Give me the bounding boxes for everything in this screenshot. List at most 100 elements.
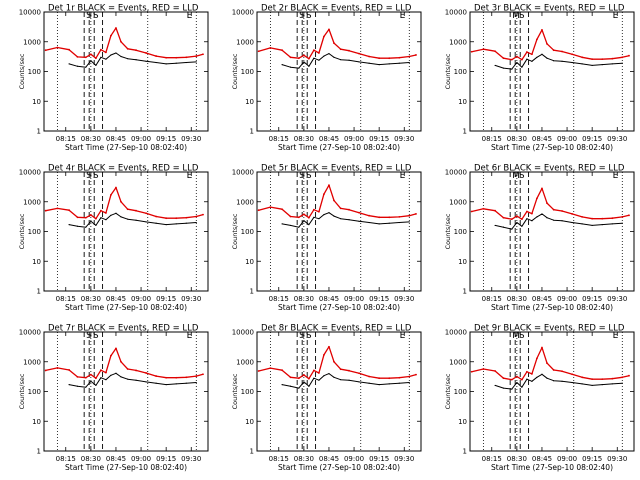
data-point-lld xyxy=(591,58,594,61)
data-point-lld xyxy=(541,187,543,190)
data-point-events xyxy=(408,221,410,223)
x-tick-label: 08:30 xyxy=(294,455,314,463)
panel-title: Det 5r BLACK = Events, RED = LLD xyxy=(261,164,412,174)
data-point-events xyxy=(536,56,538,58)
y-tick-label: 100 xyxy=(454,228,467,236)
data-point-lld xyxy=(89,373,92,376)
y-tick-label: 100 xyxy=(28,388,41,396)
data-point-lld xyxy=(312,208,315,211)
data-point-lld xyxy=(561,210,563,212)
data-point-lld xyxy=(348,208,350,211)
data-point-events xyxy=(76,225,79,227)
data-point-lld xyxy=(515,55,518,58)
data-point-events xyxy=(553,219,555,221)
data-point-events xyxy=(494,64,496,67)
data-point-events xyxy=(494,384,496,387)
flare-marker-S: S xyxy=(306,171,312,181)
data-point-lld xyxy=(510,378,513,381)
data-point-lld xyxy=(99,209,102,212)
data-point-events xyxy=(298,387,300,389)
data-point-events xyxy=(165,224,167,226)
data-point-events xyxy=(561,380,563,382)
data-point-lld xyxy=(368,55,371,58)
panel-title: Det 7r BLACK = Events, RED = LLD xyxy=(48,324,199,334)
data-point-events xyxy=(526,218,528,220)
data-point-events xyxy=(105,58,107,60)
data-point-lld xyxy=(56,46,59,49)
data-point-events xyxy=(195,61,197,63)
y-tick-label: 10000 xyxy=(232,329,254,337)
y-tick-label: 100 xyxy=(28,68,41,76)
data-point-events xyxy=(100,377,102,379)
data-point-events xyxy=(281,223,283,225)
data-point-events xyxy=(185,382,187,384)
data-point-lld xyxy=(581,56,584,59)
data-point-events xyxy=(531,380,533,382)
data-point-events xyxy=(328,212,330,214)
flare-marker-M: M xyxy=(512,11,520,21)
series-line-lld xyxy=(258,346,417,380)
data-point-lld xyxy=(525,370,528,373)
data-point-events xyxy=(378,384,380,386)
data-point-events xyxy=(553,60,555,62)
flare-marker-S: S xyxy=(519,171,525,181)
x-tick-label: 08:15 xyxy=(482,455,502,463)
y-tick-label: 1 xyxy=(463,448,467,456)
flare-marker-E: E xyxy=(187,171,193,181)
data-point-lld xyxy=(289,56,292,59)
y-tick-label: 10 xyxy=(458,258,467,266)
y-tick-label: 1000 xyxy=(449,38,467,46)
y-axis-label: Counts/sec xyxy=(231,373,239,409)
data-point-lld xyxy=(333,199,335,202)
data-point-lld xyxy=(482,48,485,51)
data-point-lld xyxy=(348,369,350,372)
panel-title: Det 2r BLACK = Events, RED = LLD xyxy=(261,4,412,14)
x-axis-label: Start Time (27-Sep-10 08:02:40) xyxy=(65,463,187,472)
data-point-lld xyxy=(302,54,305,57)
data-point-lld xyxy=(44,369,47,372)
data-point-events xyxy=(521,386,523,388)
data-point-events xyxy=(95,224,97,227)
data-point-events xyxy=(323,375,325,377)
x-tick-label: 09:15 xyxy=(369,295,389,303)
data-point-lld xyxy=(571,53,573,56)
y-tick-label: 10 xyxy=(245,258,254,266)
y-tick-label: 1 xyxy=(37,128,41,136)
y-tick-label: 100 xyxy=(241,228,254,236)
y-tick-label: 10 xyxy=(458,418,467,426)
flare-marker-E: E xyxy=(613,171,619,181)
flare-marker-E: E xyxy=(400,331,406,341)
series-line-lld xyxy=(258,184,417,219)
data-point-events xyxy=(333,215,335,217)
data-point-lld xyxy=(328,184,330,187)
plot-frame xyxy=(256,331,422,452)
data-point-lld xyxy=(175,56,178,59)
x-axis-label: Start Time (27-Sep-10 08:02:40) xyxy=(278,463,400,472)
data-point-lld xyxy=(368,214,371,217)
data-point-lld xyxy=(257,209,260,212)
data-point-lld xyxy=(126,208,129,211)
x-tick-label: 09:30 xyxy=(394,135,414,143)
data-point-lld xyxy=(358,52,360,55)
data-point-events xyxy=(502,226,505,228)
y-tick-label: 10 xyxy=(458,98,467,106)
data-point-lld xyxy=(621,56,624,59)
y-tick-label: 10 xyxy=(245,98,254,106)
y-tick-label: 10000 xyxy=(19,9,41,17)
y-axis-label: Counts/sec xyxy=(444,53,452,89)
data-point-events xyxy=(358,61,360,63)
data-point-events xyxy=(68,384,70,386)
plot-frame xyxy=(43,11,209,132)
data-point-events xyxy=(195,381,197,384)
y-tick-label: 10000 xyxy=(19,169,41,177)
data-point-events xyxy=(313,216,315,218)
x-tick-label: 09:30 xyxy=(607,135,627,143)
data-point-lld xyxy=(257,370,260,372)
data-point-events xyxy=(348,219,350,221)
data-point-lld xyxy=(44,49,47,52)
y-tick-label: 100 xyxy=(454,388,467,396)
data-point-events xyxy=(95,64,97,67)
data-point-lld xyxy=(525,210,528,213)
flare-marker-S: S xyxy=(519,331,525,341)
data-point-lld xyxy=(76,55,79,58)
